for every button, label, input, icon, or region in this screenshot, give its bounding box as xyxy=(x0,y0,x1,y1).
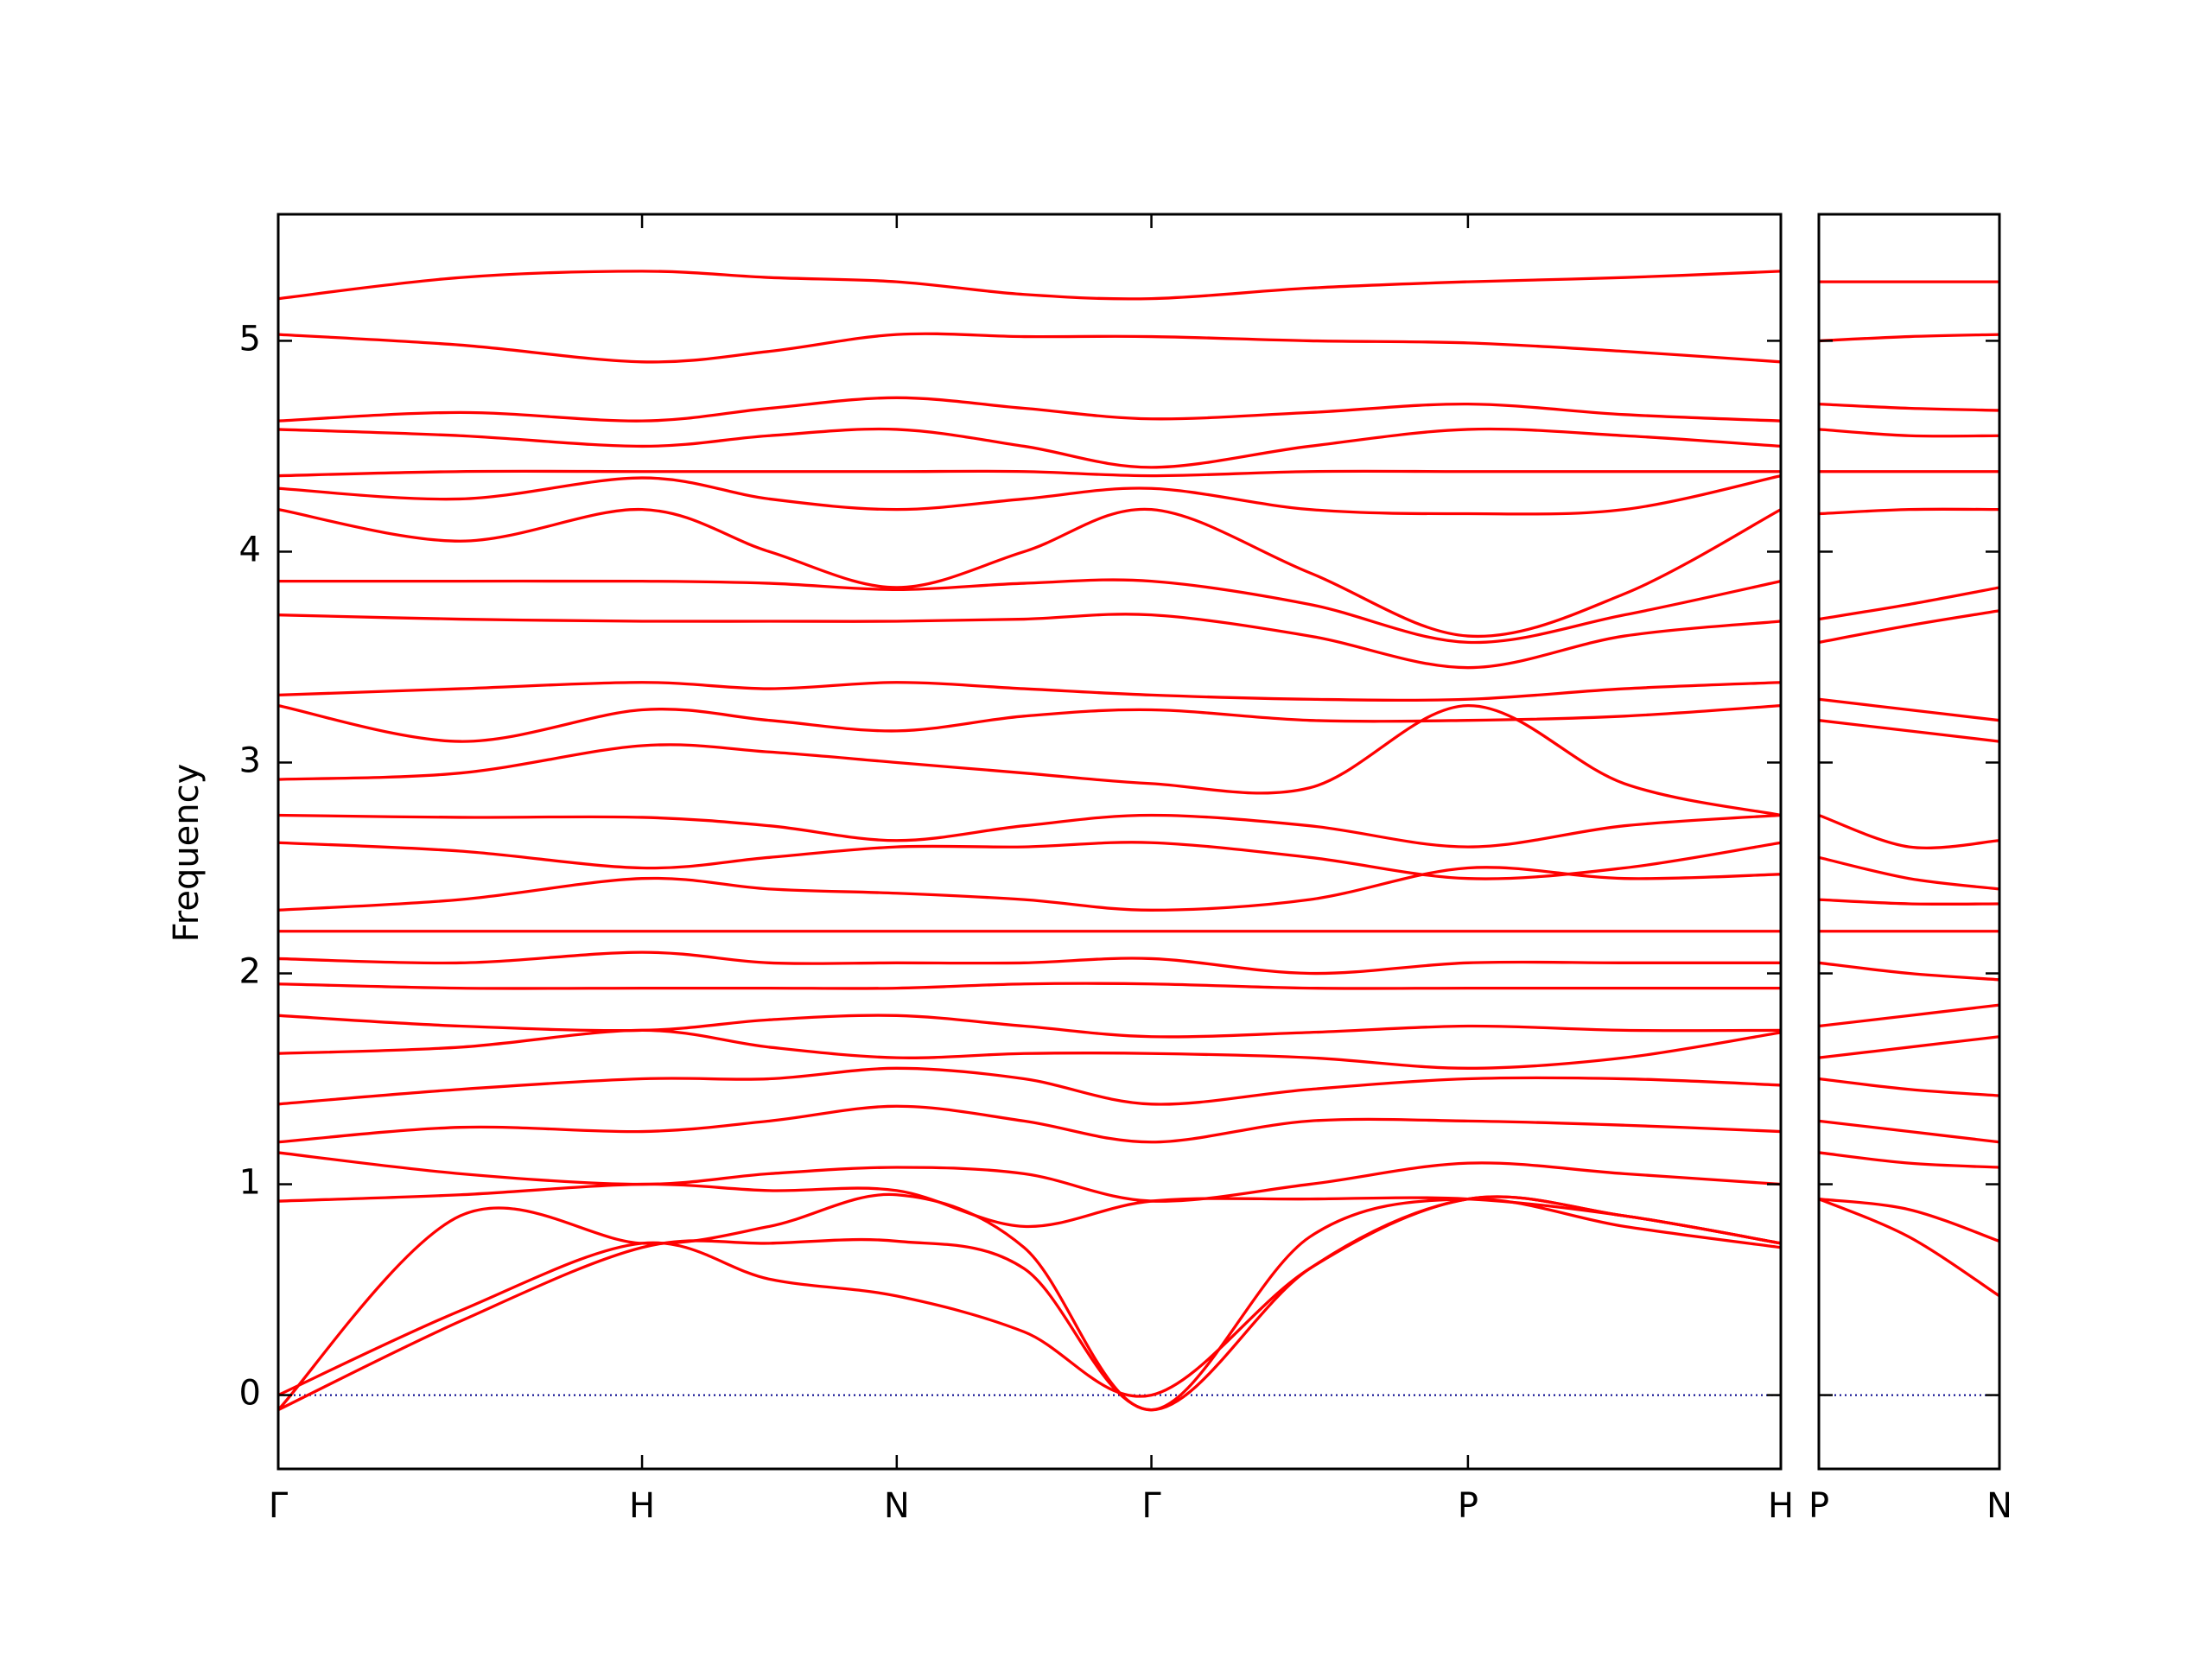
x-tick-label: Γ xyxy=(1141,1486,1161,1526)
x-tick-label: P xyxy=(1808,1486,1829,1526)
band-line xyxy=(277,1195,1782,1412)
y-tick-label: 2 xyxy=(239,952,261,992)
band-line xyxy=(1818,855,2000,891)
band-line xyxy=(277,613,1782,670)
x-tick-label: N xyxy=(1986,1486,2012,1526)
x-tick-label: H xyxy=(629,1486,655,1526)
band-line xyxy=(1818,697,2000,722)
band-line xyxy=(1818,402,2000,412)
x-tick-label: N xyxy=(884,1486,910,1526)
band-line xyxy=(277,982,1781,990)
band-line xyxy=(277,469,1781,478)
band-line xyxy=(1818,586,2000,621)
band-line xyxy=(277,813,1782,849)
band-line xyxy=(277,332,1782,364)
band-line xyxy=(1818,1119,2000,1144)
band-line xyxy=(277,866,1782,912)
band-line xyxy=(277,950,1781,976)
band-line xyxy=(1818,1198,2000,1243)
band-line xyxy=(277,1014,1782,1039)
plot-frame xyxy=(276,213,1783,1471)
band-line xyxy=(277,1195,1782,1398)
x-tick-label: Γ xyxy=(269,1486,289,1526)
band-line xyxy=(277,841,1782,880)
band-line xyxy=(277,507,1782,639)
band-line xyxy=(1818,719,2000,743)
band-line xyxy=(1818,898,2000,906)
band-line xyxy=(1818,507,2000,516)
y-tick-label: 0 xyxy=(239,1374,261,1414)
band-line xyxy=(277,703,1782,743)
x-tick-label: H xyxy=(1768,1486,1794,1526)
y-tick-label: 3 xyxy=(239,741,261,780)
band-line xyxy=(277,1028,1782,1070)
band-line xyxy=(278,578,1782,645)
band-line xyxy=(1818,1198,2000,1298)
band-line xyxy=(1818,1077,2000,1097)
band-line xyxy=(277,427,1782,469)
x-tick-label: P xyxy=(1458,1486,1478,1526)
band-line xyxy=(277,1104,1782,1144)
y-axis-label: Frequency xyxy=(167,764,207,943)
band-line xyxy=(1818,1151,2000,1169)
band-line xyxy=(277,270,1782,301)
band-line xyxy=(277,396,1782,423)
y-tick-label: 4 xyxy=(239,530,261,569)
band-line xyxy=(1818,428,2000,438)
band-line xyxy=(1818,1035,2000,1059)
band-line xyxy=(1818,813,2000,849)
band-line xyxy=(1818,609,2000,645)
band-line xyxy=(277,703,1782,817)
band-line xyxy=(277,1182,1782,1245)
y-tick-label: 5 xyxy=(239,319,261,359)
band-line xyxy=(1818,333,2000,343)
band-line xyxy=(276,1192,1782,1412)
band-line xyxy=(277,1066,1782,1106)
plot-frame xyxy=(1817,213,2001,1471)
band-line xyxy=(277,681,1782,702)
band-line xyxy=(1818,1003,2000,1028)
band-line xyxy=(277,474,1782,516)
y-tick-label: 1 xyxy=(239,1163,261,1203)
band-line xyxy=(1818,961,2000,982)
band-line xyxy=(277,1151,1782,1203)
